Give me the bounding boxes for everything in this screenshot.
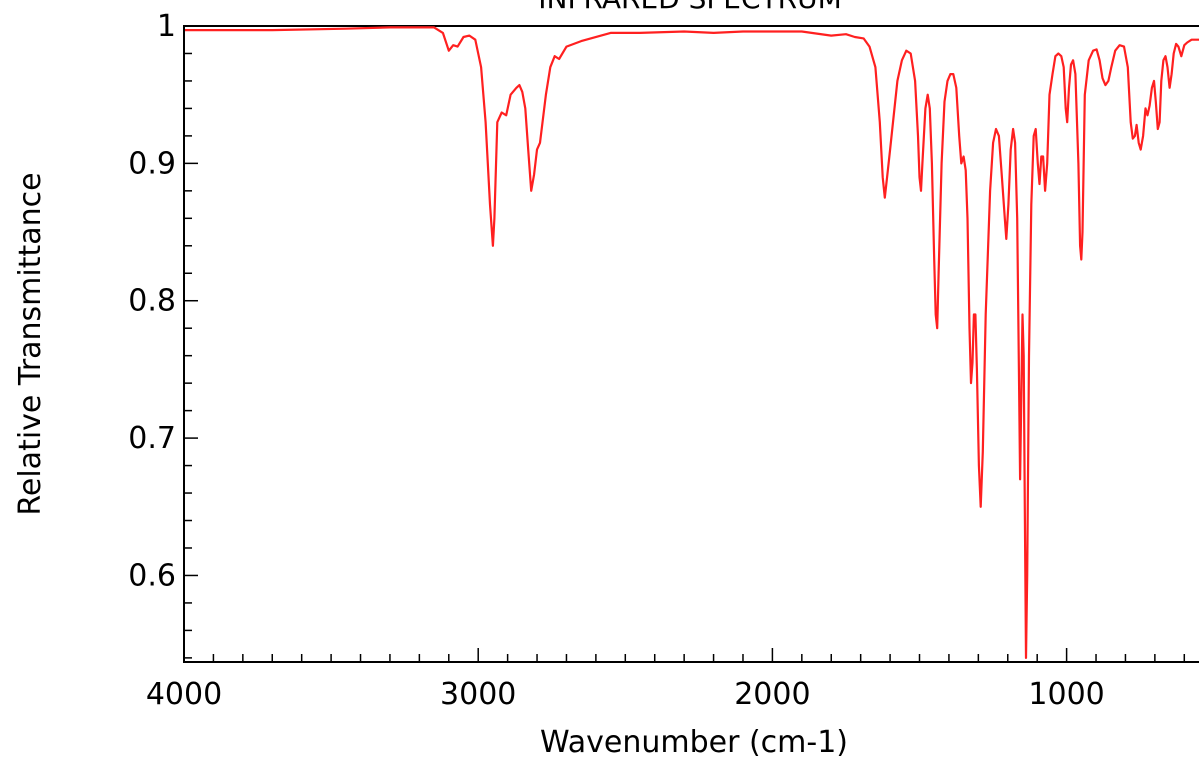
x-tick-label: 4000 — [146, 677, 222, 712]
x-tick-label: 3000 — [440, 677, 516, 712]
spectrum-line — [185, 26, 1199, 659]
x-axis-title: Wavenumber (cm-1) — [540, 725, 848, 760]
y-tick-label: 0.7 — [128, 421, 176, 456]
chart-title: INFRARED SPECTRUM — [538, 0, 842, 15]
y-tick-label: 0.8 — [128, 284, 176, 319]
plot-frame — [183, 25, 1199, 663]
x-axis: 4000 3000 2000 1000 — [146, 648, 1186, 712]
y-tick-label: 0.6 — [128, 558, 176, 593]
y-tick-label: 0.9 — [128, 146, 176, 181]
x-tick-label: 1000 — [1028, 677, 1104, 712]
y-axis: 1 0.9 0.8 0.7 0.6 — [128, 9, 198, 659]
x-tick-label: 2000 — [734, 677, 810, 712]
y-tick-label: 1 — [157, 9, 176, 44]
y-axis-title: Relative Transmittance — [13, 172, 48, 515]
